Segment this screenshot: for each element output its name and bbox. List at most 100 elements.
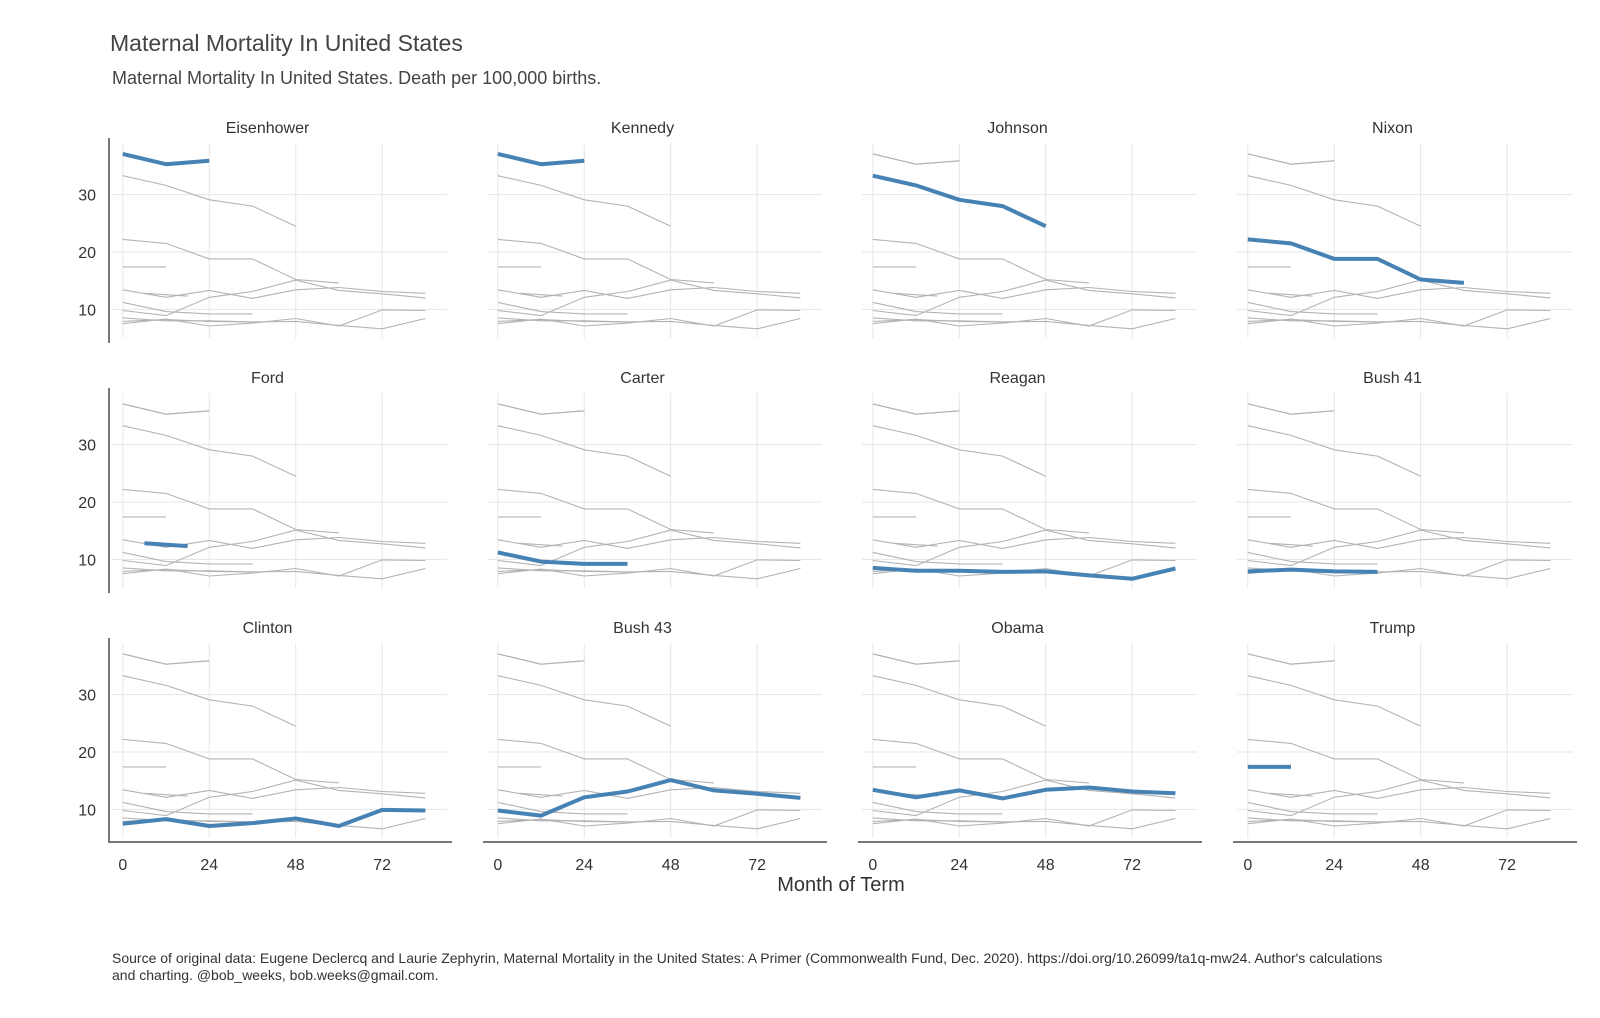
background-line-nixon [497,238,714,284]
background-line-bush-43 [122,279,426,317]
highlight-line-ford [144,541,188,549]
background-line-carter [497,301,628,315]
background-line-bush-41 [872,319,1003,323]
background-line-clinton [1247,309,1551,327]
panel-carter: Carter [487,370,822,588]
background-line-obama [1247,536,1551,549]
background-line-bush-41 [497,319,628,323]
background-line-eisenhower [1247,653,1335,665]
background-line-bush-41 [497,819,628,823]
panel-label: Nixon [1372,120,1413,137]
background-line-bush-43 [872,779,1176,817]
x-tick-label: 24 [575,857,593,874]
background-line-eisenhower [497,403,585,415]
y-tick-label: 10 [78,302,96,319]
background-line-bush-43 [872,529,1176,567]
background-line-carter [872,301,1003,315]
background-line-ford [1269,792,1313,797]
background-line-ford [519,792,563,797]
x-tick-label: 0 [118,857,127,874]
background-line-bush-41 [497,569,628,573]
background-line-kennedy [1247,153,1335,165]
x-tick-label: 72 [748,857,766,874]
background-line-ford [519,292,563,297]
background-line-clinton [872,809,1176,827]
background-line-bush-43 [497,279,801,317]
chart-subtitle: Maternal Mortality In United States. Dea… [112,68,602,88]
y-tick-label: 30 [78,688,96,705]
x-tick-label: 72 [1123,857,1141,874]
panel-clinton: Clinton 10 20 30 0 24 48 72 [78,620,452,874]
background-line-kennedy [122,403,210,415]
background-line-ford [519,542,563,547]
x-tick-label: 72 [373,857,391,874]
background-line-eisenhower [1247,403,1335,415]
background-line-kennedy [872,653,960,665]
background-line-bush-43 [1247,779,1551,817]
highlight-line-bush-41 [1247,567,1378,574]
background-line-eisenhower [872,403,960,415]
panel-trump: Trump 0 24 48 72 [1233,620,1577,874]
panel-reagan: Reagan [862,370,1197,588]
background-line-eisenhower [122,653,210,665]
background-line-carter [872,801,1003,815]
background-line-nixon [497,488,714,534]
background-line-johnson [497,425,671,477]
highlight-line-clinton [122,807,426,828]
x-tick-label: 0 [493,857,502,874]
highlight-line-obama [872,785,1176,801]
x-tick-label: 48 [1412,857,1430,874]
highlight-line-eisenhower [122,151,210,167]
background-line-nixon [1247,738,1464,784]
background-line-johnson [122,175,296,227]
y-tick-label: 10 [78,552,96,569]
y-tick-label: 30 [78,188,96,205]
panel-label: Bush 41 [1363,370,1422,387]
panel-label: Bush 43 [613,620,672,637]
background-line-ford [894,542,938,547]
background-line-obama [122,786,426,799]
background-line-ford [1269,292,1313,297]
background-line-obama [497,286,801,299]
y-tick-label: 10 [78,802,96,819]
background-line-kennedy [872,403,960,415]
panel-kennedy: Kennedy [487,120,822,338]
highlight-line-johnson [872,173,1047,229]
x-tick-label: 24 [950,857,968,874]
background-line-kennedy [1247,653,1335,665]
panel-label: Trump [1370,620,1416,637]
background-line-carter [1247,551,1378,565]
background-line-carter [122,301,253,315]
panel-label: Carter [620,370,665,387]
y-tick-label: 20 [78,245,96,262]
background-line-johnson [497,675,671,727]
background-line-kennedy [497,653,585,665]
background-line-nixon [872,488,1089,534]
background-line-eisenhower [1247,153,1335,165]
panel-bush-41: Bush 41 [1237,370,1572,588]
panel-bush-43: Bush 43 0 24 48 72 [483,620,827,874]
background-line-nixon [122,488,339,534]
background-line-obama [1247,286,1551,299]
panel-eisenhower: Eisenhower 10 20 30 [78,120,447,343]
background-line-clinton [122,559,426,577]
background-line-obama [1247,786,1551,799]
background-line-eisenhower [497,653,585,665]
background-line-johnson [122,425,296,477]
background-line-johnson [1247,425,1421,477]
background-line-clinton [497,309,801,327]
background-line-carter [1247,301,1378,315]
background-line-nixon [122,738,339,784]
background-line-carter [122,551,253,565]
background-line-bush-43 [1247,279,1551,317]
background-line-eisenhower [872,153,960,165]
x-tick-label: 48 [662,857,680,874]
background-line-johnson [497,175,671,227]
background-line-johnson [1247,675,1421,727]
panel-label: Kennedy [611,120,674,137]
background-line-obama [872,536,1176,549]
highlight-line-kennedy [497,151,585,167]
background-line-johnson [122,675,296,727]
background-line-bush-43 [1247,529,1551,567]
background-line-kennedy [122,653,210,665]
